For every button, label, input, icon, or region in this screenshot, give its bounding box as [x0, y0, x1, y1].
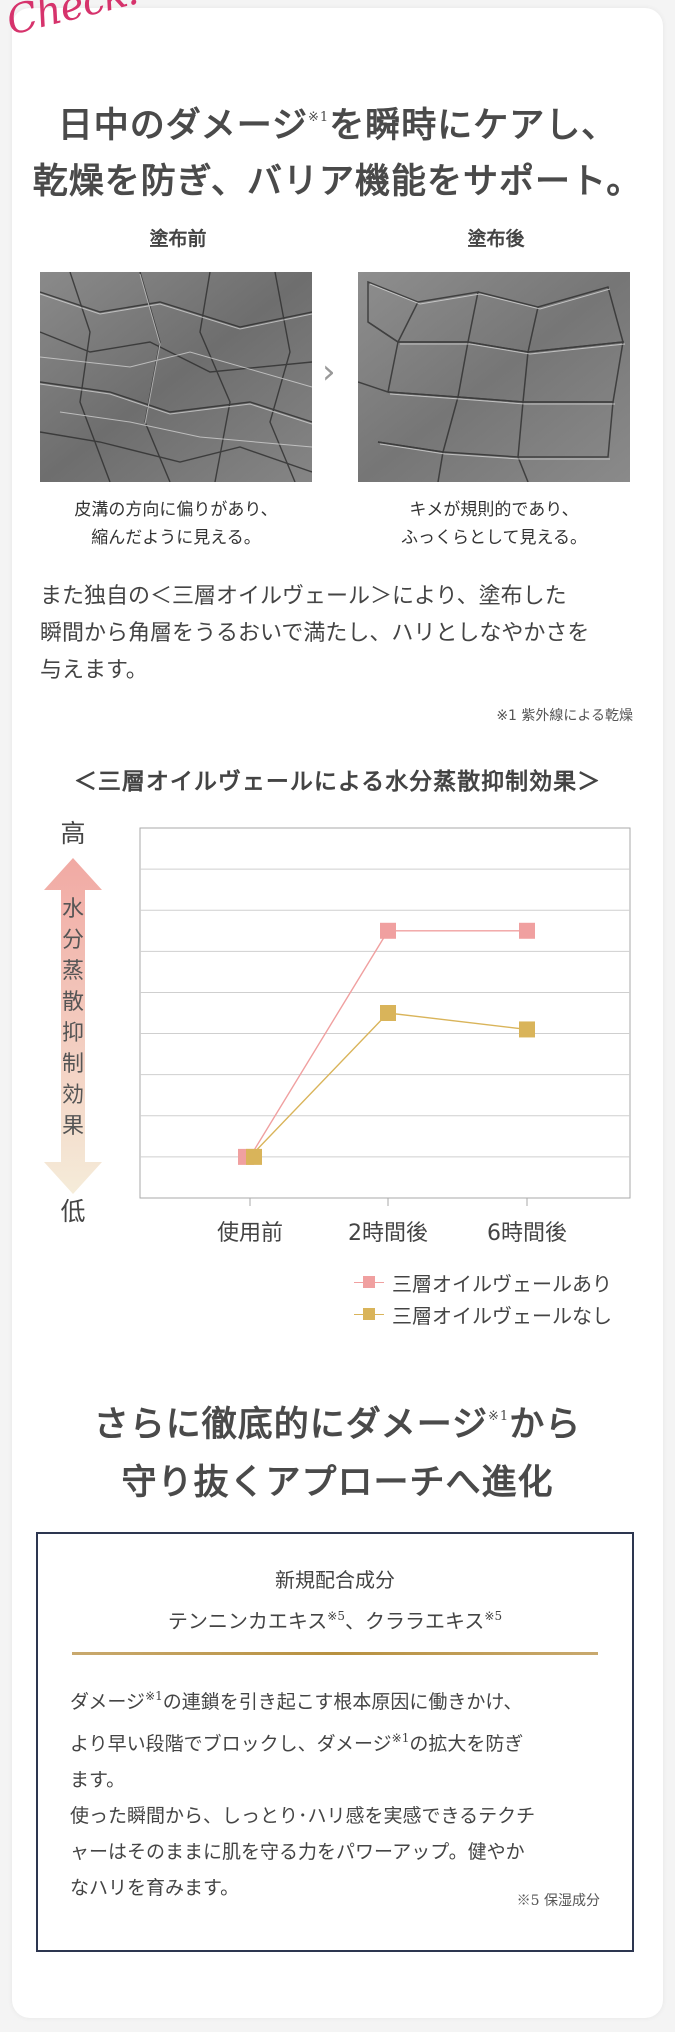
legend-item: 三層オイルヴェールなし: [354, 1298, 612, 1330]
section2-title-line2: 守り抜くアプローチへ進化: [121, 1462, 554, 1503]
description-line: 与えます。: [40, 658, 148, 683]
y-axis-label-char: 抑: [62, 1021, 84, 1046]
y-axis-label-char: 制: [62, 1052, 84, 1077]
x-tick-label: 6時間後: [487, 1221, 567, 1246]
text-line: なハリを育みます。: [70, 1877, 240, 1899]
text-note: ※1: [145, 1689, 163, 1703]
chart-legend: 三層オイルヴェールあり 三層オイルヴェールなし: [354, 1266, 612, 1330]
text-line: ます。: [70, 1769, 126, 1791]
chart-title: ＜三層オイルヴェールによる水分蒸散抑制効果＞: [73, 769, 602, 795]
description-text: また独自の＜三層オイルヴェール＞により、塗布した 瞬間から角層をうるおいで満たし…: [40, 578, 640, 689]
caption-line: ふっくらとして見える。: [401, 528, 587, 548]
text-span: ダメージ: [70, 1691, 146, 1713]
y-axis-arrow: 高低 水分蒸散抑制効果: [44, 819, 102, 1226]
x-tick-label: 2時間後: [348, 1221, 428, 1246]
headline: 日中のダメージ※1を瞬時にケアし、 乾燥を防ぎ、バリア機能をサポート。: [0, 90, 675, 210]
before-caption: 皮溝の方向に偏りがあり、 縮んだように見える。: [40, 496, 312, 552]
ingredient-description: ダメージ※1の連鎖を引き起こす根本原因に働きかけ、 より早い段階でブロックし、ダ…: [70, 1678, 604, 1906]
ingredient-name: 、クララエキス: [345, 1609, 485, 1633]
headline-line2: 乾燥を防ぎ、バリア機能をサポート。: [32, 161, 643, 202]
y-axis-label-char: 水: [62, 897, 84, 922]
caption-line: 皮溝の方向に偏りがあり、: [74, 500, 278, 520]
text-line: 使った瞬間から、しっとり･ハリ感を実感できるテクチ: [70, 1805, 536, 1827]
chart-series: [238, 922, 535, 1165]
text-span: より早い段階でブロックし、ダメージ: [70, 1733, 392, 1755]
text-span: の連鎖を引き起こす根本原因に働きかけ、: [162, 1691, 523, 1713]
data-point: [380, 1005, 396, 1021]
text-span: の拡大を防ぎ: [409, 1733, 524, 1755]
ingredient-heading-line: 新規配合成分: [275, 1568, 395, 1592]
legend-marker: [354, 1275, 384, 1289]
ingredient-name: テンニンカエキス: [167, 1609, 328, 1633]
x-tick-label: 使用前: [217, 1221, 283, 1246]
chart-labels: 使用前 2時間後 6時間後: [217, 1221, 567, 1246]
line-chart: 高低 水分蒸散抑制効果 使用前 2時間後 6時間後: [44, 819, 631, 1246]
before-label: 塗布前: [149, 228, 207, 250]
y-axis-label-char: 分: [62, 928, 84, 953]
text-note: ※1: [391, 1731, 410, 1745]
skin-photo-before: [40, 272, 312, 482]
description-line: また独自の＜三層オイルヴェール＞により、塗布した: [40, 584, 567, 609]
data-point: [519, 1021, 535, 1038]
y-axis-label-char: 果: [62, 1114, 84, 1139]
y-axis-arrow-shape: [44, 858, 102, 1194]
data-point: [246, 1148, 262, 1165]
y-axis-label-char: 散: [62, 990, 84, 1015]
footnote: ※1 紫外線による乾燥: [496, 708, 633, 724]
ingredient-heading: 新規配合成分 テンニンカエキス※5、クララエキス※5: [38, 1562, 632, 1639]
ingredient-note: ※5: [327, 1609, 345, 1623]
description-line: 瞬間から角層をうるおいで満たし、ハリとしなやかさを: [40, 621, 590, 646]
after-label: 塗布後: [467, 228, 525, 250]
ingredient-note: ※5: [484, 1609, 503, 1623]
caption-line: 縮んだように見える。: [91, 528, 261, 548]
ingredient-box: 新規配合成分 テンニンカエキス※5、クララエキス※5 ダメージ※1の連鎖を引き起…: [36, 1532, 634, 1952]
caption-line: キメが規則的であり、: [409, 500, 579, 520]
section2-title-note: ※1: [488, 1409, 510, 1424]
chevron-right-icon: ›: [322, 352, 336, 392]
data-point: [380, 922, 396, 939]
skin-photo-after: [358, 272, 630, 482]
gold-divider: [72, 1652, 598, 1655]
y-high-label: 高: [60, 819, 85, 848]
y-low-label: 低: [60, 1197, 85, 1226]
section2-title-text: から: [509, 1404, 582, 1445]
legend-label: 三層オイルヴェールなし: [392, 1303, 612, 1328]
headline-text: 日中のダメージ: [57, 105, 309, 146]
box-footnote: ※5 保湿成分: [516, 1893, 600, 1909]
legend-label: 三層オイルヴェールあり: [392, 1271, 612, 1296]
headline-note: ※1: [308, 110, 330, 125]
section2-title-text: さらに徹底的にダメージ: [93, 1404, 489, 1445]
legend-marker: [354, 1307, 384, 1321]
y-axis-label-char: 蒸: [62, 959, 84, 984]
headline-text: を瞬時にケアし、: [329, 105, 618, 146]
legend-item: 三層オイルヴェールあり: [354, 1266, 612, 1298]
y-axis-label-char: 効: [62, 1083, 84, 1108]
section2-title: さらに徹底的にダメージ※1から 守り抜くアプローチへ進化: [0, 1388, 675, 1512]
text-line: ャーはそのままに肌を守る力をパワーアップ。健やか: [70, 1841, 525, 1863]
after-caption: キメが規則的であり、 ふっくらとして見える。: [358, 496, 630, 552]
data-point: [519, 922, 535, 939]
